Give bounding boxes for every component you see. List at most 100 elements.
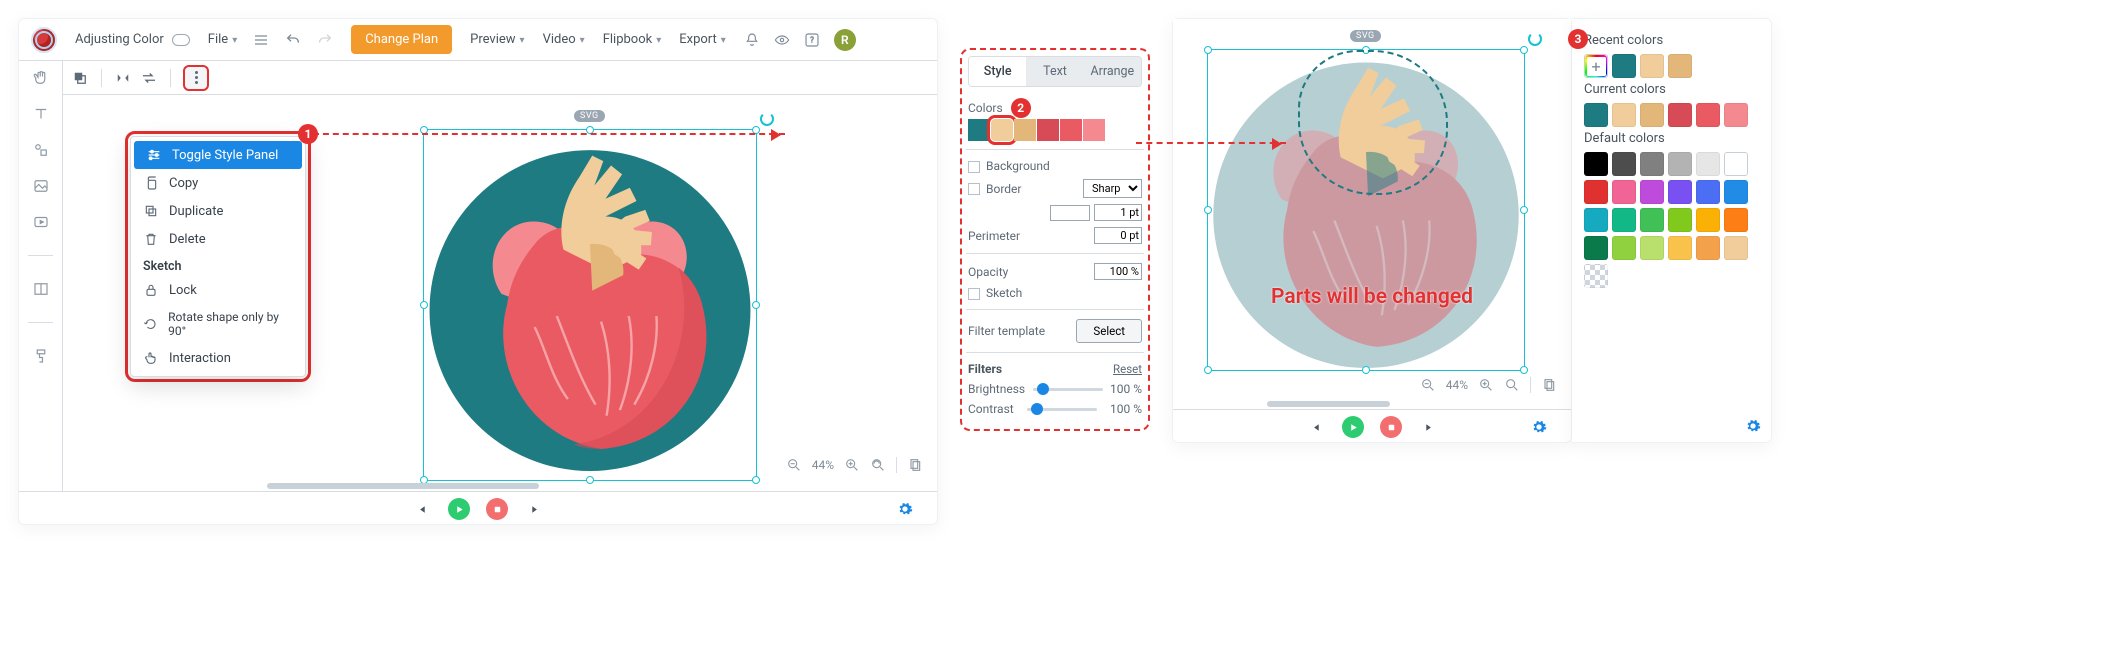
text-tool-icon[interactable]	[32, 105, 50, 123]
color-swatch[interactable]	[1083, 119, 1105, 141]
filters-reset[interactable]: Reset	[1113, 362, 1142, 376]
format-painter-icon[interactable]	[32, 347, 50, 365]
document-title[interactable]: Adjusting Color	[75, 32, 164, 47]
ctx-copy[interactable]: Copy	[131, 169, 305, 197]
resize-handle[interactable]	[1362, 46, 1370, 54]
contrast-slider[interactable]	[1027, 408, 1097, 411]
pages-icon[interactable]	[1541, 377, 1557, 393]
color-swatch[interactable]	[1724, 103, 1748, 127]
cloud-sync-icon[interactable]	[172, 34, 190, 46]
color-swatch[interactable]	[1612, 236, 1636, 260]
color-swatch[interactable]	[1696, 208, 1720, 232]
resize-handle-w[interactable]	[420, 301, 428, 309]
next-button[interactable]	[1418, 416, 1440, 438]
stack-icon[interactable]	[71, 69, 89, 87]
rotate-handle[interactable]	[760, 112, 774, 126]
ctx-interaction[interactable]: Interaction	[131, 344, 305, 372]
color-swatch[interactable]	[1584, 208, 1608, 232]
add-color-button[interactable]: +	[1584, 54, 1608, 78]
color-swatch[interactable]	[1037, 119, 1059, 141]
zoom-in-icon[interactable]	[844, 457, 860, 473]
color-swatch[interactable]	[1060, 119, 1082, 141]
resize-handle[interactable]	[1520, 46, 1528, 54]
color-swatch[interactable]	[1668, 180, 1692, 204]
redo-icon[interactable]	[317, 32, 333, 48]
user-avatar[interactable]: R	[834, 29, 856, 51]
settings-gear-icon[interactable]	[897, 501, 913, 517]
play-button[interactable]	[1342, 416, 1364, 438]
resize-handle[interactable]	[1204, 206, 1212, 214]
resize-handle-e[interactable]	[752, 301, 760, 309]
transparent-swatch[interactable]	[1584, 264, 1608, 288]
resize-handle[interactable]	[1520, 366, 1528, 374]
shapes-tool-icon[interactable]	[32, 141, 50, 159]
prev-button[interactable]	[1304, 416, 1326, 438]
filter-select-button[interactable]: Select	[1076, 319, 1142, 343]
resize-handle[interactable]	[1362, 366, 1370, 374]
color-swatch[interactable]	[1584, 180, 1608, 204]
zoom-fit-icon[interactable]	[870, 457, 886, 473]
ctx-rotate-90[interactable]: Rotate shape only by 90°	[131, 304, 305, 344]
color-swatch[interactable]	[1640, 54, 1664, 78]
color-swatch[interactable]	[1724, 236, 1748, 260]
color-swatch[interactable]	[1724, 152, 1748, 176]
color-swatch[interactable]	[991, 119, 1013, 141]
flip-h-icon[interactable]	[114, 69, 132, 87]
ctx-toggle-style-panel[interactable]: Toggle Style Panel	[134, 141, 302, 169]
color-swatch[interactable]	[1668, 152, 1692, 176]
ctx-lock[interactable]: Lock	[131, 276, 305, 304]
settings-gear-icon[interactable]	[1745, 418, 1761, 434]
tab-text[interactable]: Text	[1026, 57, 1083, 86]
color-swatch[interactable]	[1584, 103, 1608, 127]
layout-tool-icon[interactable]	[32, 280, 50, 298]
zoom-value-2[interactable]: 44%	[1446, 378, 1468, 392]
color-swatch[interactable]	[1696, 103, 1720, 127]
color-swatch[interactable]	[1612, 208, 1636, 232]
border-style-select[interactable]: Sharp	[1083, 179, 1142, 198]
ctx-delete[interactable]: Delete	[131, 225, 305, 253]
next-button[interactable]	[524, 498, 546, 520]
tab-arrange[interactable]: Arrange	[1084, 57, 1141, 86]
preview-menu[interactable]: Preview	[470, 32, 524, 47]
color-swatch[interactable]	[1612, 152, 1636, 176]
export-menu[interactable]: Export	[679, 32, 726, 47]
app-logo[interactable]	[31, 27, 57, 53]
stop-button[interactable]	[1380, 416, 1402, 438]
color-swatch[interactable]	[1668, 208, 1692, 232]
color-swatch[interactable]	[1668, 103, 1692, 127]
more-options-button[interactable]	[183, 65, 209, 91]
play-button[interactable]	[448, 498, 470, 520]
color-swatch[interactable]	[1640, 208, 1664, 232]
help-icon[interactable]: ?	[804, 32, 820, 48]
result-selection-box[interactable]: SVG	[1207, 49, 1525, 371]
color-swatch[interactable]	[1668, 54, 1692, 78]
image-tool-icon[interactable]	[32, 177, 50, 195]
border-toggle[interactable]: Border	[986, 182, 1021, 196]
border-width-input[interactable]	[1094, 204, 1142, 221]
hand-tool-icon[interactable]	[32, 69, 50, 87]
result-canvas[interactable]: SVG	[1173, 19, 1571, 399]
canvas[interactable]: SVG	[63, 95, 937, 481]
pages-icon[interactable]	[907, 457, 923, 473]
color-swatch[interactable]	[1612, 103, 1636, 127]
resize-handle[interactable]	[1520, 206, 1528, 214]
color-swatch[interactable]	[1612, 54, 1636, 78]
color-swatch[interactable]	[1584, 152, 1608, 176]
settings-gear-icon[interactable]	[1531, 419, 1547, 435]
rotate-handle-2[interactable]	[1528, 32, 1542, 46]
resize-handle[interactable]	[1204, 366, 1212, 374]
color-swatch[interactable]	[1724, 180, 1748, 204]
color-swatch[interactable]	[1612, 180, 1636, 204]
color-swatch[interactable]	[1640, 103, 1664, 127]
brightness-slider[interactable]	[1033, 388, 1103, 391]
hamburger-icon[interactable]	[253, 32, 269, 48]
color-swatch[interactable]	[1668, 236, 1692, 260]
color-swatch[interactable]	[1014, 119, 1036, 141]
prev-button[interactable]	[410, 498, 432, 520]
color-swatch[interactable]	[1724, 208, 1748, 232]
h-scrollbar[interactable]	[111, 481, 889, 491]
zoom-out-icon[interactable]	[786, 457, 802, 473]
video-menu[interactable]: Video	[543, 32, 585, 47]
color-swatch[interactable]	[1584, 236, 1608, 260]
file-menu[interactable]: File	[208, 32, 237, 47]
